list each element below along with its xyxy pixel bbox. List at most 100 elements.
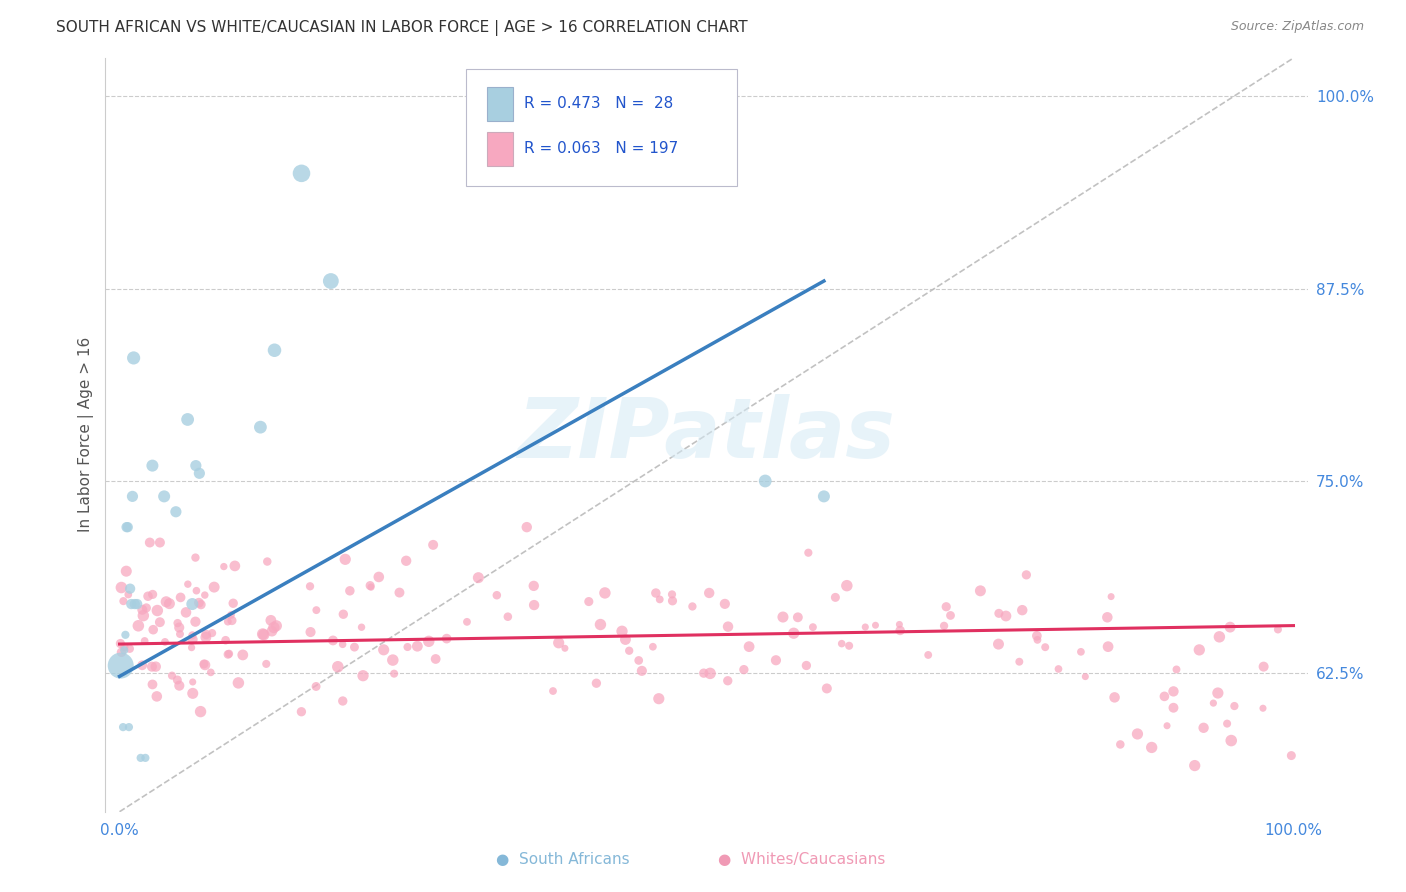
Text: ●  Whites/Caucasians: ● Whites/Caucasians [717,852,886,867]
Point [835,579,858,593]
Point [359,578,381,592]
Point [157,597,180,611]
Point [120,582,142,596]
Point [395,554,418,568]
Point [382,666,405,681]
Point [180,640,202,655]
Point [367,570,389,584]
Point [699,666,721,681]
Point [134,751,156,765]
Point [195,627,218,641]
Point [169,591,191,605]
Point [1015,567,1038,582]
Point [801,620,824,634]
Point [343,640,366,654]
Point [1025,629,1047,643]
Point [221,614,243,628]
Point [181,632,204,647]
Point [425,652,447,666]
Point [824,591,846,605]
Point [593,586,616,600]
Point [177,577,200,591]
Point [190,598,212,612]
Text: R = 0.063   N = 197: R = 0.063 N = 197 [524,141,678,156]
Point [149,615,172,630]
Point [254,657,277,671]
Point [141,458,163,473]
Point [194,657,217,672]
Point [1208,630,1230,644]
Point [697,586,720,600]
Point [184,458,207,473]
Point [217,615,239,629]
Point [142,623,165,637]
Point [1074,670,1097,684]
Point [1097,640,1119,654]
Text: Source: ZipAtlas.com: Source: ZipAtlas.com [1230,20,1364,33]
Point [1220,733,1243,747]
Point [547,636,569,650]
Point [994,609,1017,624]
Point [122,351,145,365]
Point [1126,727,1149,741]
Point [733,663,755,677]
Point [631,664,654,678]
Point [194,630,217,644]
Point [831,637,853,651]
Point [217,648,239,662]
Point [467,571,489,585]
Point [339,583,361,598]
Bar [486,132,513,166]
Point [717,673,740,688]
Point [332,694,354,708]
Point [772,610,794,624]
Point [1267,623,1289,637]
Bar [486,87,513,120]
Point [112,720,135,734]
Point [406,639,429,653]
Point [610,624,633,639]
Point [149,535,172,549]
Point [648,691,671,706]
Point [127,619,149,633]
Point [418,634,440,648]
Point [523,598,546,612]
Point [516,520,538,534]
Point [619,644,641,658]
Point [360,580,382,594]
Point [176,412,198,426]
Point [485,588,508,602]
Point [169,679,191,693]
Point [188,467,211,481]
Point [299,579,322,593]
Point [114,628,136,642]
Point [783,626,806,640]
Point [332,637,354,651]
Point [132,608,155,623]
Point [299,625,322,640]
Point [838,639,860,653]
Point [118,720,141,734]
Point [373,642,395,657]
Point [193,657,215,671]
Point [165,505,187,519]
Point [136,589,159,603]
Point [786,610,808,624]
Point [322,633,344,648]
Point [1223,699,1246,714]
Point [614,632,637,647]
Point [523,579,546,593]
Point [813,489,835,503]
Point [1163,700,1185,714]
Point [141,659,163,673]
Point [1206,686,1229,700]
Point [110,581,132,595]
Point [160,668,183,682]
Point [381,653,404,667]
Point [969,583,991,598]
Point [200,665,222,680]
Point [146,603,169,617]
Point [186,583,208,598]
Point [181,675,204,690]
Point [181,628,204,642]
